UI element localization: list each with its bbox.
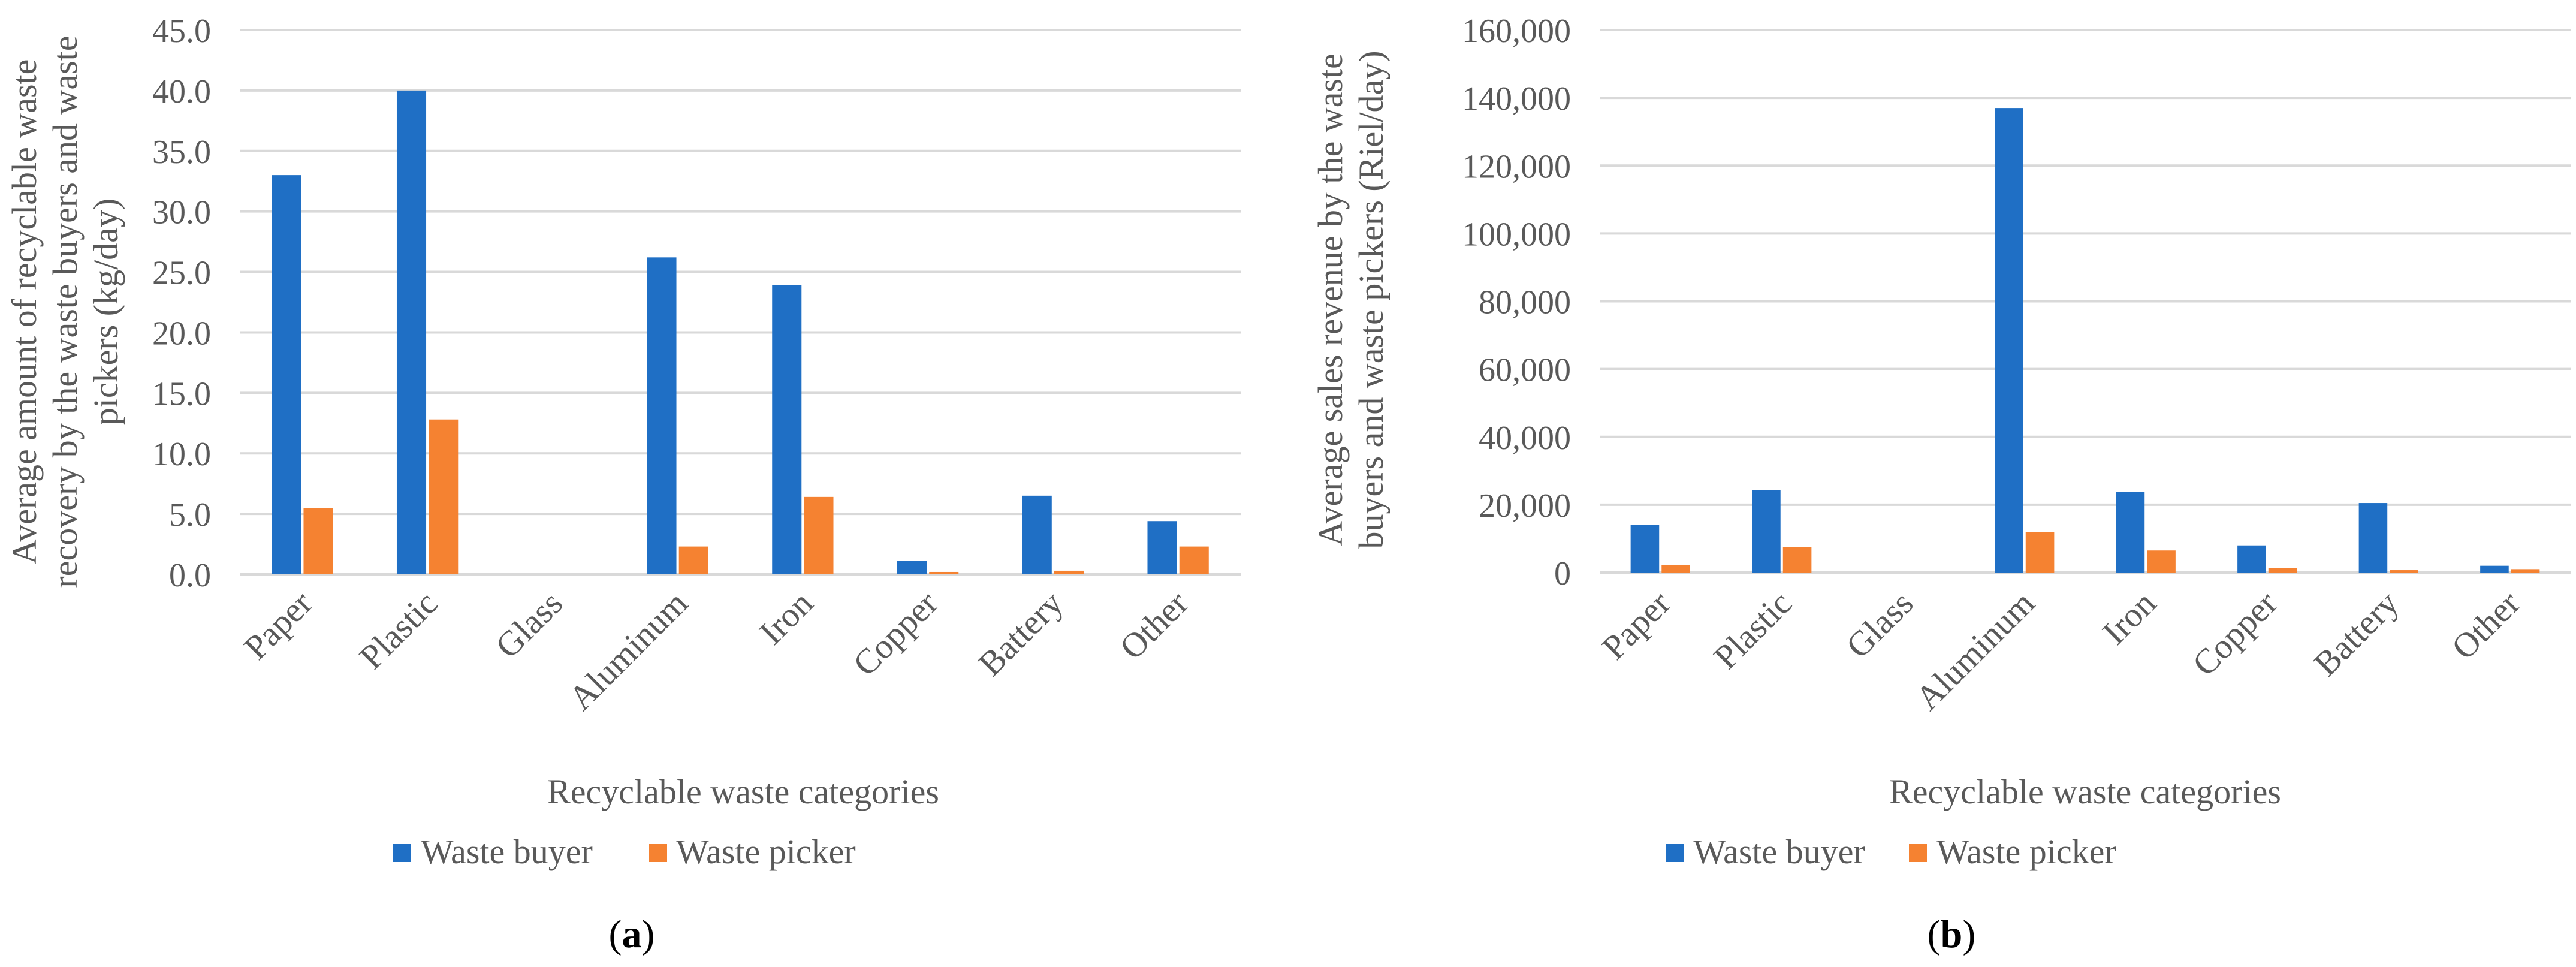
chart-b-y-tick-label: 100,000 — [1462, 216, 1571, 253]
chart-a-category-label: Plastic — [352, 583, 445, 676]
chart-a-legend: Waste buyer Waste picker — [393, 832, 856, 871]
chart-a-ylabel-line-1: Average amount of recyclable waste — [5, 59, 44, 565]
chart-a-svg: 0.0 5.0 10.0 15.0 20.0 25.0 30.0 35.0 40.0 45.0 P… — [5, 13, 1241, 956]
chart-b-bar-waste-buyer-other — [2480, 565, 2509, 573]
chart-a-y-tick-label: 40.0 — [152, 73, 211, 110]
chart-b-bar-waste-buyer-copper — [2237, 545, 2266, 573]
chart-a-y-tick-label: 15.0 — [152, 375, 211, 412]
chart-a-bars — [272, 90, 1209, 575]
chart-b-bar-waste-buyer-plastic — [1752, 490, 1781, 573]
chart-a-y-tick-label: 45.0 — [152, 13, 211, 50]
chart-a-bar-waste-picker-battery — [1054, 570, 1084, 574]
chart-a-ylabel-line-3: pickers (kg/day) — [86, 198, 125, 425]
chart-a-category-label: Iron — [752, 583, 820, 652]
chart-b-bar-waste-buyer-battery — [2358, 503, 2388, 573]
chart-b-gridlines — [1600, 29, 2571, 574]
chart-b-category-label: Battery — [2306, 583, 2406, 683]
chart-a-bar-waste-buyer-paper — [272, 175, 301, 575]
chart-a-y-tick-label: 35.0 — [152, 134, 211, 171]
chart-b-y-axis-title: Average sales revenue by the waste buyer… — [1311, 50, 1390, 549]
chart-a-y-tick-label: 10.0 — [152, 436, 211, 473]
chart-b-bar-waste-picker-plastic — [1782, 547, 1812, 573]
chart-b-category-label: Paper — [1594, 583, 1678, 667]
chart-b-category-label: Iron — [2095, 583, 2163, 652]
chart-b-panel-label: (b) — [1928, 912, 1976, 956]
chart-b-category-label: Other — [2444, 583, 2527, 667]
chart-a-bar-waste-picker-other — [1179, 546, 1209, 574]
chart-a-bar-waste-buyer-aluminum — [647, 257, 677, 574]
chart-a-bar-waste-buyer-battery — [1022, 495, 1052, 574]
chart-panel-b: 0 20,000 40,000 60,000 80,000 100,000 120,000 1… — [1288, 0, 2576, 967]
chart-b-y-tick-label: 40,000 — [1479, 420, 1571, 457]
chart-b-category-label: Plastic — [1706, 583, 1799, 676]
chart-b-bar-waste-picker-aluminum — [2025, 532, 2055, 573]
legend-swatch-waste-buyer — [393, 844, 411, 862]
chart-b-category-label: Glass — [1838, 583, 1920, 665]
legend-swatch-waste-picker — [649, 844, 667, 862]
chart-a-y-tick-label: 5.0 — [169, 496, 211, 534]
chart-b-legend: Waste buyer Waste picker — [1666, 832, 2116, 871]
chart-b-bar-waste-picker-iron — [2147, 550, 2176, 573]
chart-a-bar-waste-picker-paper — [303, 508, 333, 574]
chart-b-y-tick-label: 60,000 — [1479, 352, 1571, 389]
chart-b-category-label: Copper — [2185, 583, 2285, 683]
chart-b-ylabel-line-1: Average sales revenue by the waste — [1311, 53, 1350, 546]
chart-a-y-tick-label: 20.0 — [152, 315, 211, 352]
chart-b-x-axis-title: Recyclable waste categories — [1889, 772, 2281, 811]
chart-panel-a: 0.0 5.0 10.0 15.0 20.0 25.0 30.0 35.0 40.0 45.0 P… — [5, 13, 1241, 956]
chart-b-category-label: Aluminum — [1908, 583, 2042, 718]
chart-a-category-label: Paper — [236, 583, 319, 667]
chart-a-bar-waste-buyer-plastic — [396, 90, 427, 574]
chart-a-bar-waste-buyer-copper — [897, 561, 927, 574]
chart-b-bar-waste-picker-battery — [2390, 570, 2418, 573]
chart-a-y-tick-label: 30.0 — [152, 194, 211, 231]
chart-b-y-tick-label: 160,000 — [1462, 13, 1571, 50]
chart-a-x-axis-title: Recyclable waste categories — [547, 772, 939, 811]
chart-b-svg: 0 20,000 40,000 60,000 80,000 100,000 120,000 1… — [1311, 13, 2571, 956]
chart-b-bar-waste-buyer-paper — [1630, 525, 1660, 573]
chart-b-y-tick-label: 0 — [1554, 555, 1571, 592]
chart-a-panel-label: (a) — [609, 912, 655, 956]
chart-a-y-tick-label: 25.0 — [152, 255, 211, 292]
chart-a-category-label: Aluminum — [561, 583, 695, 718]
chart-b-y-tick-label: 80,000 — [1479, 284, 1571, 321]
chart-b-bars — [1630, 108, 2540, 573]
chart-b-bar-waste-buyer-aluminum — [1995, 108, 2023, 573]
chart-b-ylabel-line-2: buyers and waste pickers (Riel/day) — [1352, 50, 1390, 549]
chart-b-bar-waste-picker-paper — [1661, 564, 1690, 573]
chart-a-y-axis-title: Average amount of recyclable waste recov… — [5, 35, 125, 588]
chart-b-y-ticks: 0 20,000 40,000 60,000 80,000 100,000 120,000 1… — [1462, 13, 1571, 592]
chart-a-gridlines — [240, 29, 1241, 576]
chart-a-y-tick-label: 0.0 — [169, 557, 211, 594]
legend-swatch-waste-buyer — [1666, 844, 1684, 862]
chart-a-category-label: Glass — [488, 583, 570, 665]
chart-a-bar-waste-picker-aluminum — [678, 546, 708, 574]
legend-label-waste-picker: Waste picker — [1936, 832, 2116, 871]
chart-b-y-tick-label: 140,000 — [1462, 80, 1571, 118]
chart-b-y-tick-label: 120,000 — [1462, 148, 1571, 185]
chart-b-bar-waste-picker-copper — [2268, 568, 2297, 573]
chart-a-y-ticks: 0.0 5.0 10.0 15.0 20.0 25.0 30.0 35.0 40.0 45.0 — [152, 13, 211, 594]
chart-b-bar-waste-picker-other — [2511, 569, 2540, 573]
chart-a-category-label: Other — [1112, 583, 1195, 667]
chart-a-bar-waste-buyer-iron — [772, 285, 802, 574]
chart-a-bar-waste-picker-iron — [804, 496, 834, 574]
chart-a-bar-waste-picker-plastic — [429, 419, 459, 574]
chart-b-bar-waste-buyer-iron — [2116, 492, 2145, 573]
chart-a-bar-waste-picker-copper — [929, 571, 959, 574]
chart-a-ylabel-line-2: recovery by the waste buyers and waste — [46, 35, 85, 588]
chart-b-y-tick-label: 20,000 — [1479, 487, 1571, 525]
chart-a-category-label: Copper — [846, 583, 946, 683]
chart-a-category-label: Battery — [970, 583, 1070, 683]
legend-swatch-waste-picker — [1909, 844, 1927, 862]
legend-label-waste-buyer: Waste buyer — [421, 832, 593, 871]
chart-a-bar-waste-buyer-other — [1147, 521, 1177, 574]
legend-label-waste-buyer: Waste buyer — [1693, 832, 1865, 871]
legend-label-waste-picker: Waste picker — [676, 832, 856, 871]
